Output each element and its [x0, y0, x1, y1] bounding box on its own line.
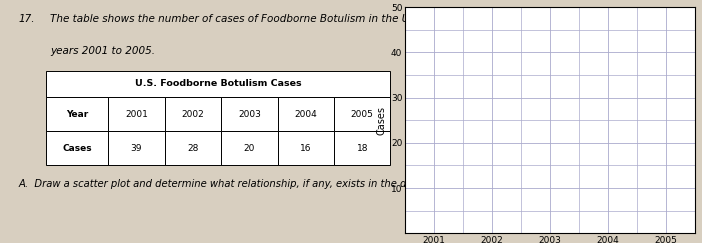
Text: The table shows the number of cases of Foodborne Botulism in the United States f: The table shows the number of cases of F…: [50, 14, 510, 24]
Bar: [46, 97, 108, 131]
Bar: [108, 97, 164, 131]
Bar: [221, 131, 277, 165]
Y-axis label: Cases: Cases: [377, 106, 387, 135]
Bar: [277, 131, 334, 165]
Text: 16: 16: [300, 144, 312, 153]
Text: A.  Draw a scatter plot and determine what relationship, if any, exists in the d: A. Draw a scatter plot and determine wha…: [19, 179, 426, 189]
Text: 18: 18: [357, 144, 368, 153]
Text: U.S. Foodborne Botulism Cases: U.S. Foodborne Botulism Cases: [135, 79, 302, 88]
Text: 2001: 2001: [125, 110, 148, 119]
Bar: [334, 131, 390, 165]
Bar: [164, 97, 221, 131]
Bar: [164, 131, 221, 165]
Text: 17.: 17.: [19, 14, 35, 24]
Text: Year: Year: [66, 110, 88, 119]
Text: 2003: 2003: [238, 110, 260, 119]
Bar: [277, 97, 334, 131]
Text: years 2001 to 2005.: years 2001 to 2005.: [50, 46, 155, 56]
Text: 28: 28: [187, 144, 199, 153]
Bar: [108, 131, 164, 165]
Text: Cases: Cases: [62, 144, 92, 153]
Bar: [46, 70, 390, 97]
Text: 2005: 2005: [351, 110, 373, 119]
Text: 2004: 2004: [294, 110, 317, 119]
Bar: [334, 97, 390, 131]
Text: 39: 39: [131, 144, 142, 153]
Bar: [221, 97, 277, 131]
Text: 20: 20: [244, 144, 255, 153]
Text: 2002: 2002: [181, 110, 204, 119]
Bar: [46, 131, 108, 165]
